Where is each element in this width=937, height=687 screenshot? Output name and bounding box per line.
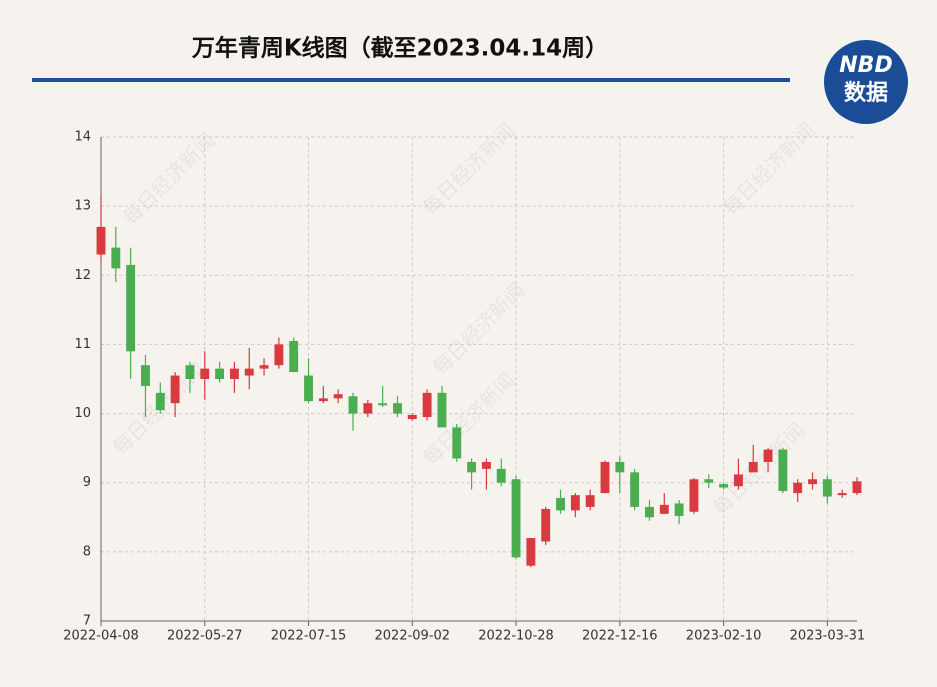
candle-body (481, 461, 491, 469)
watermark: 每日经济新闻 (718, 118, 820, 220)
x-tick-label: 2023-03-31 (790, 629, 866, 644)
logo-text: NBD (839, 53, 892, 78)
candle-body (111, 247, 121, 269)
candle-body (496, 468, 506, 483)
candle-body (689, 479, 699, 512)
plot: 7 8 9 10 11 12 13 14 2022-04-08 2022-05-27 2022-07… (63, 130, 865, 644)
candle-body (452, 427, 462, 459)
candle-body (407, 414, 417, 420)
chart-title: 万年青周K线图（截至2023.04.14周） (192, 35, 608, 62)
y-tick-label: 12 (74, 268, 91, 283)
title-rule (32, 78, 790, 82)
candle-body (259, 365, 269, 369)
candle-body (541, 508, 551, 542)
candle-body (437, 392, 447, 428)
candle-body (274, 344, 284, 366)
watermark: 每日经济新闻 (418, 118, 520, 220)
candle-body (793, 482, 803, 494)
x-tick-label: 2022-12-16 (582, 629, 658, 644)
candle-body (422, 392, 432, 418)
x-tick-label: 2023-02-10 (686, 629, 762, 644)
y-tick-label: 14 (74, 130, 91, 145)
y-tick-label: 11 (74, 337, 91, 352)
candle-body (600, 461, 610, 494)
candle-body (318, 398, 328, 402)
candle-body (511, 479, 521, 558)
candle-body (808, 479, 817, 485)
candle-body (393, 403, 402, 414)
x-tick-label: 2022-09-02 (375, 629, 451, 644)
candle-body (185, 365, 195, 379)
candle-body (215, 368, 225, 379)
candle-body (363, 403, 373, 414)
y-tick-label: 9 (83, 475, 91, 490)
candle-body (585, 495, 595, 507)
candle-body (615, 461, 625, 473)
y-tick-label: 8 (83, 544, 91, 559)
candle-body (229, 368, 239, 379)
candle-body (837, 493, 847, 496)
candle-body (526, 538, 536, 566)
candle-body (763, 449, 773, 462)
candle-body (674, 503, 684, 516)
candle-body (704, 479, 714, 483)
candle-body (170, 375, 180, 404)
candle-body (630, 472, 640, 507)
y-tick-label: 13 (74, 199, 91, 214)
candle-body (719, 484, 729, 488)
candle-body (467, 461, 477, 473)
candle-body (333, 394, 343, 399)
logo-subtext: 数据 (844, 80, 888, 106)
candle-body (659, 504, 669, 514)
y-tick-label: 7 (83, 614, 91, 629)
x-tick-label: 2022-05-27 (167, 629, 243, 644)
candle-body (96, 226, 106, 255)
y-tick-label: 10 (74, 406, 91, 421)
candle-body (778, 449, 788, 492)
candle-body (570, 495, 580, 511)
candle-body (733, 474, 743, 487)
candle-body (645, 506, 654, 518)
logo (824, 40, 908, 124)
candle-body (200, 368, 210, 379)
watermark: 每日经济新闻 (428, 278, 530, 380)
candle-body (822, 479, 832, 497)
candle-body (852, 481, 862, 494)
x-tick-label: 2022-07-15 (271, 629, 347, 644)
candle-body (155, 392, 165, 411)
candle-body (748, 461, 758, 473)
candle-body (378, 403, 388, 406)
candle-body (304, 375, 313, 402)
candle-body (244, 368, 254, 376)
x-tick-label: 2022-04-08 (63, 629, 139, 644)
candle-body (289, 340, 299, 373)
candle-body (348, 396, 358, 414)
watermark: 每日经济新闻 (418, 368, 520, 470)
candle-body (556, 497, 565, 511)
x-tick-label: 2022-10-28 (478, 629, 554, 644)
candle-body (126, 264, 136, 352)
candle-body (141, 365, 150, 386)
